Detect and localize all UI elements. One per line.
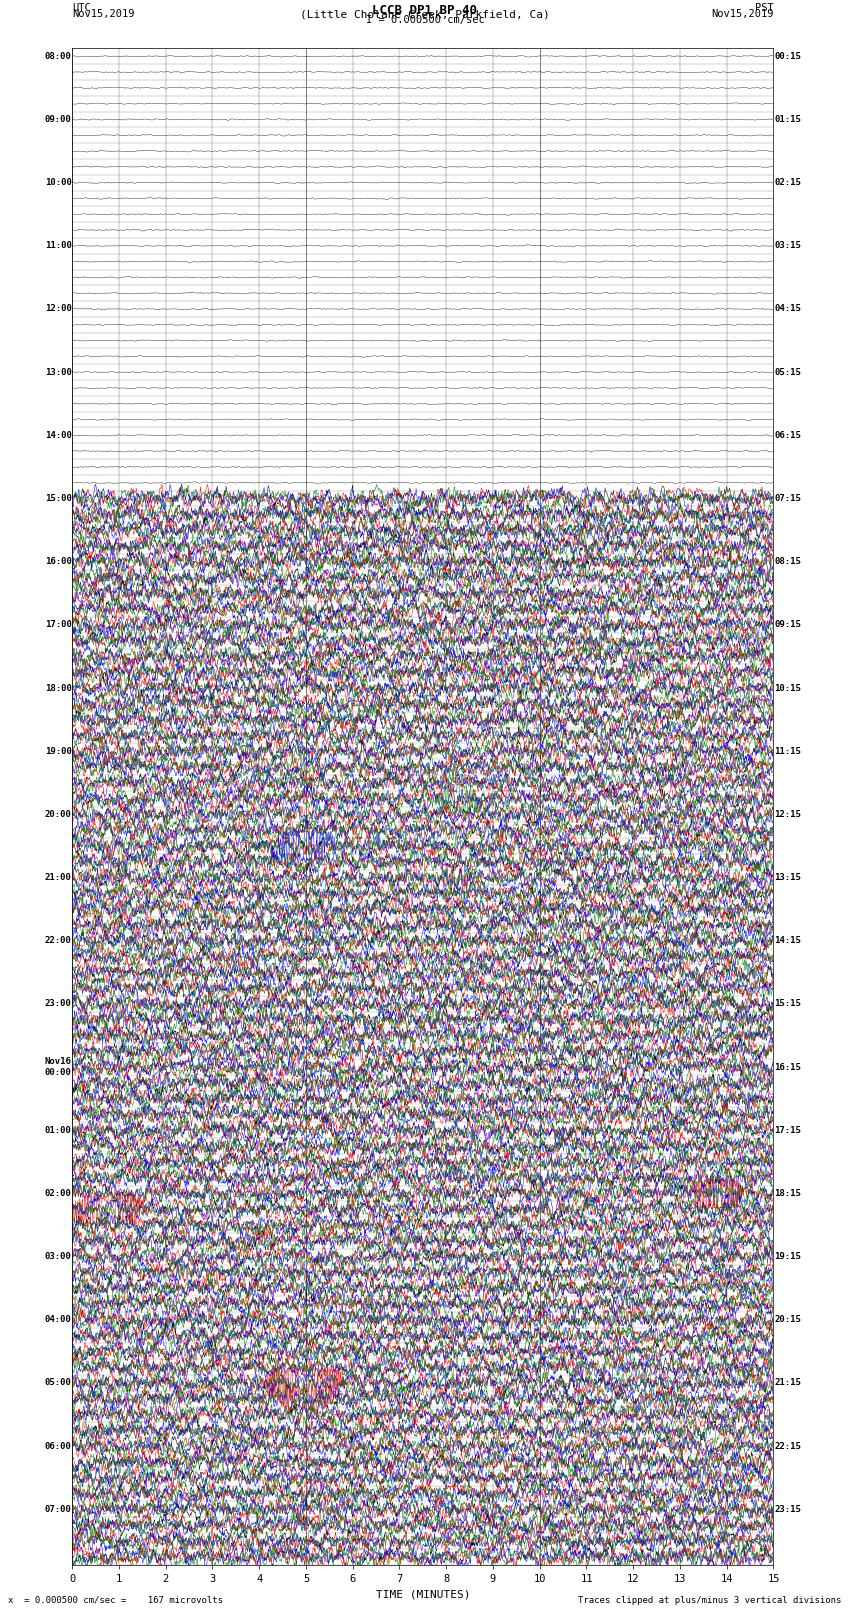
- Text: 08:00: 08:00: [45, 52, 71, 61]
- Text: 10:15: 10:15: [774, 684, 801, 692]
- Text: 03:15: 03:15: [774, 242, 801, 250]
- Text: 23:00: 23:00: [45, 1000, 71, 1008]
- Text: 17:00: 17:00: [45, 621, 71, 629]
- X-axis label: TIME (MINUTES): TIME (MINUTES): [376, 1589, 470, 1598]
- Text: 02:00: 02:00: [45, 1189, 71, 1198]
- Text: LCCB DP1 BP 40: LCCB DP1 BP 40: [372, 5, 478, 18]
- Text: 21:00: 21:00: [45, 873, 71, 882]
- Text: 08:15: 08:15: [774, 556, 801, 566]
- Text: 13:00: 13:00: [45, 368, 71, 377]
- Text: 00:15: 00:15: [774, 52, 801, 61]
- Text: Nov15,2019: Nov15,2019: [72, 10, 135, 19]
- Text: 04:15: 04:15: [774, 305, 801, 313]
- Text: 01:15: 01:15: [774, 115, 801, 124]
- Text: 12:00: 12:00: [45, 305, 71, 313]
- Text: 21:15: 21:15: [774, 1379, 801, 1387]
- Text: 19:00: 19:00: [45, 747, 71, 756]
- Text: 16:00: 16:00: [45, 556, 71, 566]
- Text: 09:15: 09:15: [774, 621, 801, 629]
- Text: 03:00: 03:00: [45, 1252, 71, 1261]
- Text: UTC: UTC: [72, 3, 91, 13]
- Text: 10:00: 10:00: [45, 177, 71, 187]
- Text: 23:15: 23:15: [774, 1505, 801, 1515]
- Text: 13:15: 13:15: [774, 873, 801, 882]
- Text: 17:15: 17:15: [774, 1126, 801, 1136]
- Text: x  = 0.000500 cm/sec =    167 microvolts: x = 0.000500 cm/sec = 167 microvolts: [8, 1595, 224, 1605]
- Text: 22:00: 22:00: [45, 936, 71, 945]
- Text: 11:00: 11:00: [45, 242, 71, 250]
- Text: 22:15: 22:15: [774, 1442, 801, 1450]
- Text: 05:00: 05:00: [45, 1379, 71, 1387]
- Text: 06:00: 06:00: [45, 1442, 71, 1450]
- Text: 06:15: 06:15: [774, 431, 801, 440]
- Text: Nov15,2019: Nov15,2019: [711, 10, 774, 19]
- Text: 15:00: 15:00: [45, 494, 71, 503]
- Text: PST: PST: [755, 3, 774, 13]
- Text: 20:15: 20:15: [774, 1315, 801, 1324]
- Text: 19:15: 19:15: [774, 1252, 801, 1261]
- Text: 02:15: 02:15: [774, 177, 801, 187]
- Text: 20:00: 20:00: [45, 810, 71, 819]
- Text: 15:15: 15:15: [774, 1000, 801, 1008]
- Text: (Little Cholane Creek, Parkfield, Ca): (Little Cholane Creek, Parkfield, Ca): [300, 10, 550, 19]
- Text: 01:00: 01:00: [45, 1126, 71, 1136]
- Text: 11:15: 11:15: [774, 747, 801, 756]
- Text: 14:00: 14:00: [45, 431, 71, 440]
- Text: 05:15: 05:15: [774, 368, 801, 377]
- Text: 14:15: 14:15: [774, 936, 801, 945]
- Text: 18:00: 18:00: [45, 684, 71, 692]
- Text: Traces clipped at plus/minus 3 vertical divisions: Traces clipped at plus/minus 3 vertical …: [578, 1595, 842, 1605]
- Text: 07:15: 07:15: [774, 494, 801, 503]
- Text: I = 0.000500 cm/sec: I = 0.000500 cm/sec: [366, 16, 484, 26]
- Text: 18:15: 18:15: [774, 1189, 801, 1198]
- Text: Nov16
00:00: Nov16 00:00: [45, 1058, 71, 1077]
- Text: 09:00: 09:00: [45, 115, 71, 124]
- Text: 16:15: 16:15: [774, 1063, 801, 1071]
- Text: 07:00: 07:00: [45, 1505, 71, 1515]
- Text: 04:00: 04:00: [45, 1315, 71, 1324]
- Text: 12:15: 12:15: [774, 810, 801, 819]
